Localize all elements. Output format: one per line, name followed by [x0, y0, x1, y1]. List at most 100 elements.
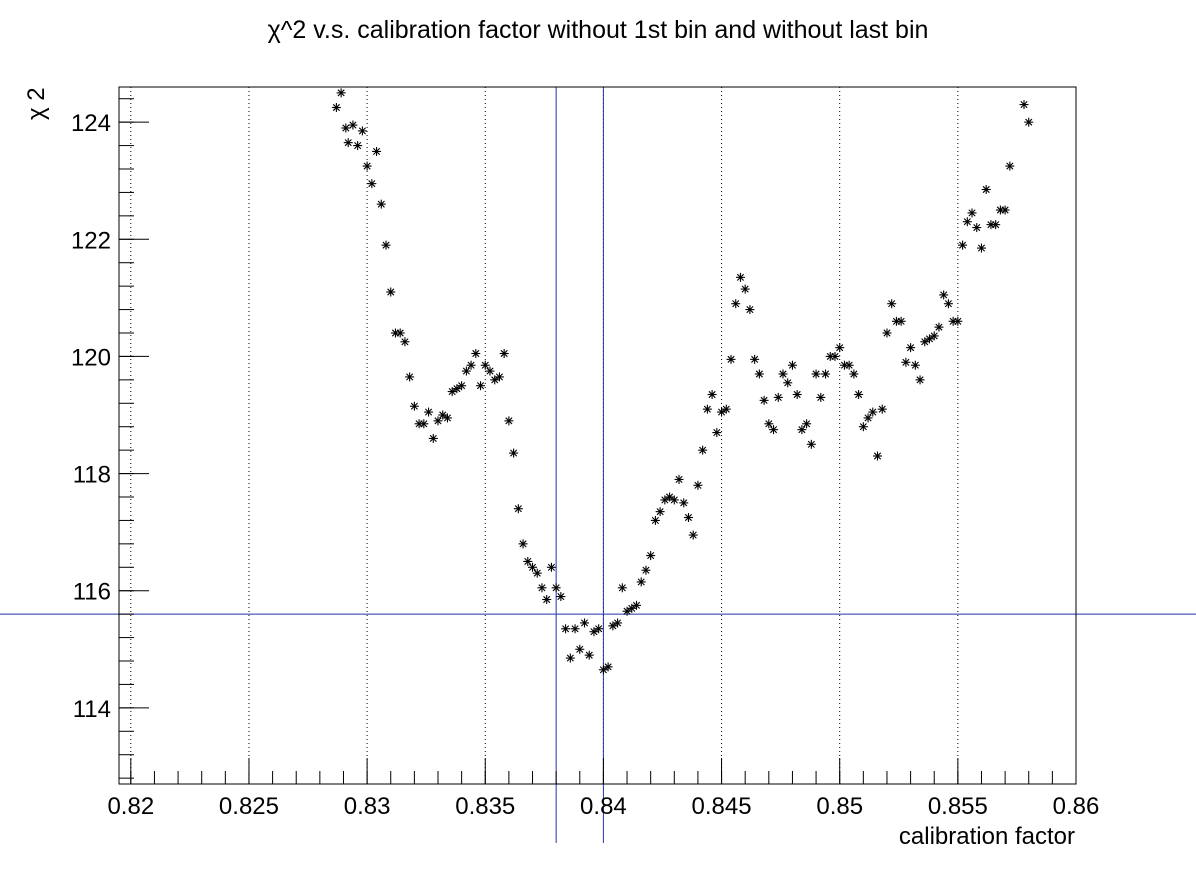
data-point	[783, 378, 793, 388]
data-point	[646, 551, 656, 561]
y-tick-label: 114	[73, 696, 111, 723]
data-point	[494, 372, 504, 382]
data-point	[452, 384, 462, 394]
data-point	[641, 565, 651, 575]
data-point	[972, 223, 982, 233]
data-point	[1024, 117, 1034, 127]
data-point	[707, 390, 717, 399]
data-point	[457, 381, 467, 391]
data-point	[731, 299, 741, 309]
data-point	[622, 606, 632, 616]
data-point	[480, 360, 490, 370]
data-point	[924, 334, 934, 344]
data-point	[419, 419, 429, 429]
plot-frame	[118, 86, 1077, 785]
data-point	[428, 433, 438, 443]
data-point	[873, 451, 883, 461]
data-point	[688, 530, 698, 540]
data-point	[740, 284, 750, 294]
data-point	[683, 513, 693, 522]
data-point	[603, 662, 613, 672]
data-point	[802, 419, 812, 429]
y-tick-label: 122	[71, 227, 111, 254]
data-point	[863, 413, 873, 423]
data-point	[934, 322, 944, 332]
data-point	[910, 360, 920, 370]
data-point	[967, 208, 977, 218]
data-point	[336, 88, 346, 98]
x-tick-label: 0.825	[219, 793, 279, 820]
data-point	[769, 425, 779, 435]
data-point	[424, 407, 434, 417]
data-point	[447, 387, 457, 397]
data-point	[561, 624, 571, 634]
data-point	[953, 316, 963, 326]
data-point	[461, 366, 471, 376]
data-point	[849, 369, 859, 379]
data-point	[962, 217, 972, 227]
data-point	[331, 103, 341, 112]
chart-title: χ^2 v.s. calibration factor without 1st …	[268, 16, 929, 44]
data-point	[868, 407, 878, 417]
data-point	[787, 360, 797, 370]
data-point	[920, 337, 930, 347]
data-point	[381, 240, 391, 250]
x-tick-label: 0.84	[580, 793, 627, 820]
data-point	[575, 644, 585, 654]
data-points	[331, 88, 1034, 675]
y-tick-label: 116	[73, 579, 111, 606]
data-point	[735, 272, 745, 282]
data-point	[650, 515, 660, 525]
data-point	[627, 603, 637, 613]
data-point	[660, 495, 670, 505]
data-point	[698, 445, 708, 455]
data-point	[537, 583, 547, 593]
data-point	[386, 287, 396, 297]
x-tick-label: 0.835	[455, 793, 515, 820]
x-tick-label: 0.855	[928, 793, 988, 820]
x-tick-label: 0.85	[816, 793, 863, 820]
data-point	[655, 507, 665, 517]
data-point	[405, 372, 415, 382]
y-tick-label: 120	[71, 344, 111, 371]
x-tick-label: 0.86	[1053, 793, 1100, 820]
data-point	[528, 562, 538, 572]
data-point	[712, 428, 722, 438]
data-point	[409, 401, 419, 411]
data-point	[518, 539, 528, 549]
data-point	[523, 556, 533, 566]
data-point	[887, 299, 897, 309]
data-point	[442, 413, 452, 423]
data-point	[471, 349, 481, 358]
data-point	[433, 416, 443, 426]
data-point	[835, 343, 845, 353]
data-point	[792, 390, 802, 399]
data-point	[721, 404, 731, 414]
data-point	[679, 498, 689, 508]
data-point	[991, 220, 1001, 230]
data-point	[613, 618, 623, 628]
data-point	[778, 369, 788, 379]
data-point	[665, 492, 675, 502]
data-point	[580, 618, 590, 628]
data-point	[896, 316, 906, 326]
data-point	[764, 419, 774, 429]
data-point	[499, 349, 509, 358]
data-point	[608, 621, 618, 631]
data-point	[476, 381, 486, 391]
data-point	[542, 595, 552, 604]
data-point	[669, 495, 679, 505]
data-point	[958, 240, 968, 250]
data-point	[693, 480, 703, 490]
data-point	[745, 305, 755, 315]
data-point	[565, 653, 575, 663]
data-point	[877, 404, 887, 414]
data-point	[556, 592, 566, 602]
data-point	[816, 392, 826, 402]
data-point	[466, 360, 476, 370]
data-point	[1005, 161, 1015, 171]
data-point	[1000, 205, 1010, 215]
data-point	[754, 369, 764, 379]
data-point	[490, 375, 500, 385]
